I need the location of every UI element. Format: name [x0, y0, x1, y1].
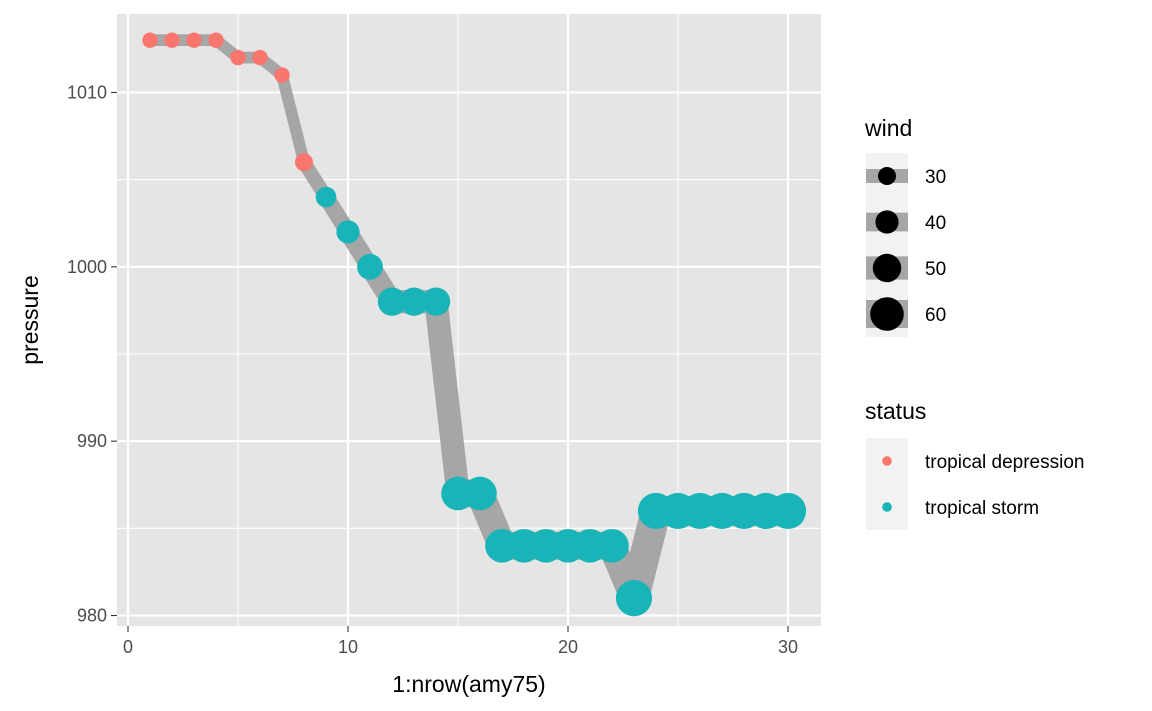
data-point	[274, 67, 290, 83]
legend-status: status tropical depression tropical storm	[865, 398, 1084, 530]
data-point	[186, 32, 202, 48]
x-tick-label: 30	[778, 637, 798, 657]
data-point	[208, 32, 224, 48]
legend-wind-label: 40	[925, 213, 946, 234]
x-tick-label: 0	[123, 637, 133, 657]
y-tick-label: 1010	[67, 82, 107, 102]
y-tick-label: 1000	[67, 257, 107, 277]
y-tick-label: 980	[77, 606, 107, 626]
plot-panel	[117, 14, 821, 626]
legend-wind: wind 30 40 50 60	[864, 115, 946, 337]
data-point	[295, 153, 313, 172]
legend-status-label: tropical depression	[925, 452, 1084, 473]
axes-layer: 0 10 20 30 980 990 1000 1010	[67, 82, 798, 657]
x-axis-title: 1:nrow(amy75)	[392, 671, 545, 697]
y-axis-title: pressure	[17, 275, 43, 364]
data-point	[377, 287, 407, 316]
legend-wind-key-point	[870, 297, 904, 331]
data-point	[357, 253, 383, 280]
data-point	[769, 492, 807, 530]
data-point	[164, 32, 180, 48]
legend-status-key-point	[882, 456, 892, 466]
data-point	[595, 528, 629, 563]
legend-wind-label: 30	[925, 167, 946, 188]
legend-wind-label: 60	[925, 305, 946, 326]
legend-wind-label: 50	[925, 259, 946, 280]
x-tick-label: 20	[558, 637, 578, 657]
legend-wind-title: wind	[864, 115, 912, 141]
points-layer	[142, 32, 807, 617]
legend-status-key-point	[882, 502, 892, 512]
data-point	[399, 287, 429, 316]
data-point	[230, 49, 246, 66]
legend-status-title: status	[865, 398, 926, 424]
data-point	[463, 476, 497, 511]
data-point	[336, 220, 360, 244]
data-point	[615, 580, 653, 617]
legend-wind-key-point	[872, 253, 902, 283]
y-tick-label: 990	[77, 431, 107, 451]
series-line-segment	[424, 300, 470, 495]
legend-wind-key-point	[878, 167, 896, 185]
legend-status-label: tropical storm	[925, 498, 1039, 519]
series-line-segment	[276, 73, 310, 164]
data-point	[315, 186, 337, 208]
data-point	[421, 287, 451, 316]
x-tick-label: 10	[338, 637, 358, 657]
legend-wind-key-point	[875, 210, 899, 234]
data-point	[142, 32, 158, 48]
data-point	[252, 49, 268, 66]
